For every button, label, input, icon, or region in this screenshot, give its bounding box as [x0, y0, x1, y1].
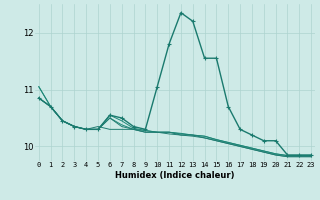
X-axis label: Humidex (Indice chaleur): Humidex (Indice chaleur): [115, 171, 235, 180]
